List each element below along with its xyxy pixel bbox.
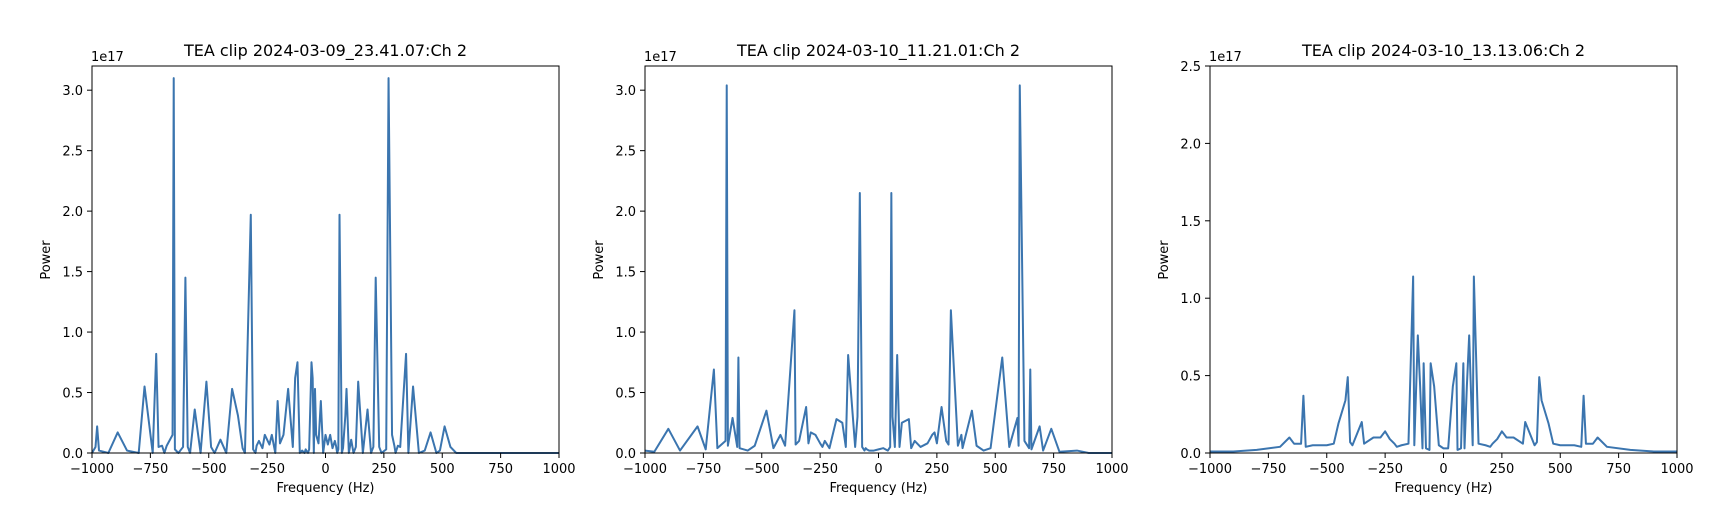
- chart-1-x-tick-label: 1000: [542, 462, 575, 477]
- chart-3-y-axis-label: Power: [1157, 240, 1172, 280]
- chart-1-plot-area: −1000 −750 −500 −250 0 250 500 750 1000 0.0 0.5 1.0…: [62, 65, 576, 477]
- chart-2-y-tick-label: 2.0: [615, 205, 636, 220]
- chart-2-y-tick-label: 1.5: [615, 266, 636, 281]
- chart-2-y-tick-label: 0.5: [615, 387, 636, 402]
- chart-2-plot-area: −1000 −750 −500 −250 0 250 500 750 1000 0.0 0.5 1.0…: [615, 65, 1129, 477]
- chart-1-y-tick-label: 2.0: [62, 205, 83, 220]
- chart-3-x-tick-label: −750: [1251, 462, 1287, 477]
- chart-1-x-tick-label: −1000: [70, 462, 114, 477]
- chart-3: TEA clip 2024-03-10_13.13.06:Ch 2 1e17 F…: [1157, 41, 1694, 496]
- chart-3-x-axis-label: Frequency (Hz): [1394, 481, 1492, 496]
- chart-3-x-tick-label: 250: [1489, 462, 1514, 477]
- chart-1-x-tick-label: 250: [371, 462, 396, 477]
- chart-3-axes-frame: [1209, 65, 1678, 454]
- chart-1-x-tick-label: −500: [191, 462, 227, 477]
- chart-3-x-tick-label: −1000: [1188, 462, 1232, 477]
- chart-3-offset-text: 1e17: [1209, 50, 1242, 65]
- chart-1-x-tick-label: 0: [321, 462, 329, 477]
- chart-3-x-tick-label: 750: [1606, 462, 1631, 477]
- chart-3-title: TEA clip 2024-03-10_13.13.06:Ch 2: [1301, 41, 1585, 61]
- chart-1-y-tick-label: 0.5: [62, 387, 83, 402]
- chart-1-series-line: [91, 77, 559, 454]
- chart-3-x-tick-label: 0: [1439, 462, 1447, 477]
- chart-3-y-tick-label: 0.5: [1180, 370, 1201, 385]
- chart-1-y-tick-label: 3.0: [62, 84, 83, 99]
- chart-3-x-tick-label: 500: [1548, 462, 1573, 477]
- chart-1-y-tick-label: 0.0: [62, 447, 83, 462]
- chart-3-x-tick-label: 1000: [1660, 462, 1693, 477]
- chart-3-plot-area: −1000 −750 −500 −250 0 250 500 750 1000 0.0 0.5 1.0…: [1180, 60, 1693, 477]
- chart-2-offset-text: 1e17: [644, 50, 677, 65]
- chart-3-x-tick-label: −500: [1309, 462, 1345, 477]
- chart-1-x-tick-label: 500: [430, 462, 455, 477]
- chart-1-title: TEA clip 2024-03-09_23.41.07:Ch 2: [183, 41, 467, 61]
- chart-1-x-tick-label: −250: [249, 462, 285, 477]
- chart-1-y-tick-label: 2.5: [62, 145, 83, 160]
- chart-3-y-tick-label: 1.0: [1180, 292, 1201, 307]
- chart-2-y-tick-label: 1.0: [615, 326, 636, 341]
- chart-2-y-tick-label: 0.0: [615, 447, 636, 462]
- chart-3-y-tick-label: 0.0: [1180, 447, 1201, 462]
- chart-1-y-tick-label: 1.0: [62, 326, 83, 341]
- chart-1-offset-text: 1e17: [91, 50, 124, 65]
- chart-3-y-tick-label: 1.5: [1180, 215, 1201, 230]
- chart-2-x-tick-label: −750: [686, 462, 722, 477]
- chart-2-y-tick-label: 3.0: [615, 84, 636, 99]
- chart-2-x-tick-label: 750: [1041, 462, 1066, 477]
- chart-1-y-axis-label: Power: [39, 240, 54, 280]
- chart-1-x-axis-label: Frequency (Hz): [276, 481, 374, 496]
- chart-1-y-tick-label: 1.5: [62, 266, 83, 281]
- chart-2-x-tick-label: −500: [744, 462, 780, 477]
- chart-3-y-tick-label: 2.5: [1180, 60, 1201, 75]
- chart-2-x-tick-label: 0: [874, 462, 882, 477]
- chart-1-axes-frame: [91, 65, 560, 454]
- chart-2-y-tick-label: 2.5: [615, 145, 636, 160]
- chart-2-x-tick-label: 500: [983, 462, 1008, 477]
- chart-2-title: TEA clip 2024-03-10_11.21.01:Ch 2: [736, 41, 1020, 61]
- chart-2-x-tick-label: −250: [802, 462, 838, 477]
- chart-2: TEA clip 2024-03-10_11.21.01:Ch 2 1e17 F…: [592, 41, 1129, 496]
- chart-2-x-axis-label: Frequency (Hz): [829, 481, 927, 496]
- chart-3-series-line: [1210, 275, 1677, 453]
- chart-2-x-tick-label: −1000: [623, 462, 667, 477]
- chart-3-x-tick-label: −250: [1367, 462, 1403, 477]
- chart-1-x-tick-label: −750: [133, 462, 169, 477]
- chart-2-y-axis-label: Power: [592, 240, 607, 280]
- chart-1: TEA clip 2024-03-09_23.41.07:Ch 2 1e17 F…: [39, 41, 576, 496]
- chart-2-x-tick-label: 1000: [1095, 462, 1128, 477]
- chart-1-x-tick-label: 750: [488, 462, 513, 477]
- chart-3-y-tick-label: 2.0: [1180, 137, 1201, 152]
- chart-2-series-line: [644, 84, 1112, 454]
- chart-2-x-tick-label: 250: [924, 462, 949, 477]
